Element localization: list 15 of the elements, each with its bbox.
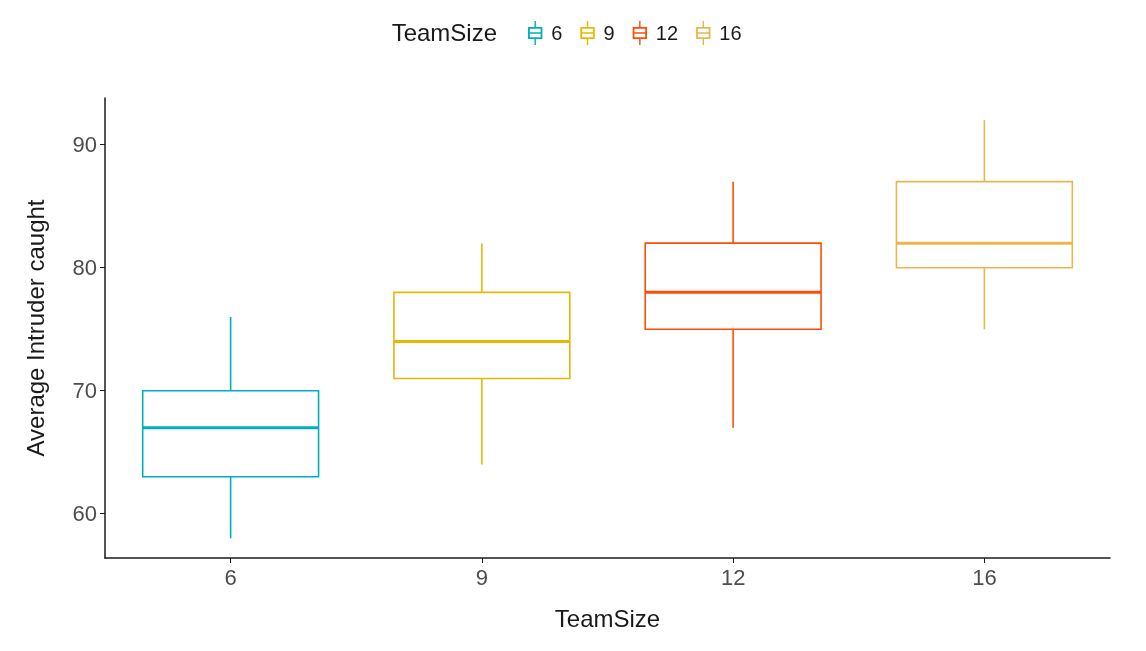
x-tick-label: 12 <box>720 564 746 590</box>
legend-label: 12 <box>655 22 679 44</box>
y-tick-label: 80 <box>72 255 97 281</box>
legend-label: 9 <box>603 22 615 44</box>
legend-label: 6 <box>551 22 563 44</box>
x-tick-label: 6 <box>224 564 237 590</box>
y-axis-title: Average Intruder caught <box>21 199 49 457</box>
y-tick-label: 90 <box>72 132 97 158</box>
x-axis-title: TeamSize <box>554 604 661 632</box>
y-tick-label: 60 <box>72 501 97 527</box>
x-tick-label: 16 <box>972 564 997 590</box>
x-tick-label: 9 <box>475 564 488 590</box>
legend-label: 16 <box>719 22 742 44</box>
legend-title: TeamSize <box>391 18 497 46</box>
y-tick-label: 70 <box>72 378 97 404</box>
